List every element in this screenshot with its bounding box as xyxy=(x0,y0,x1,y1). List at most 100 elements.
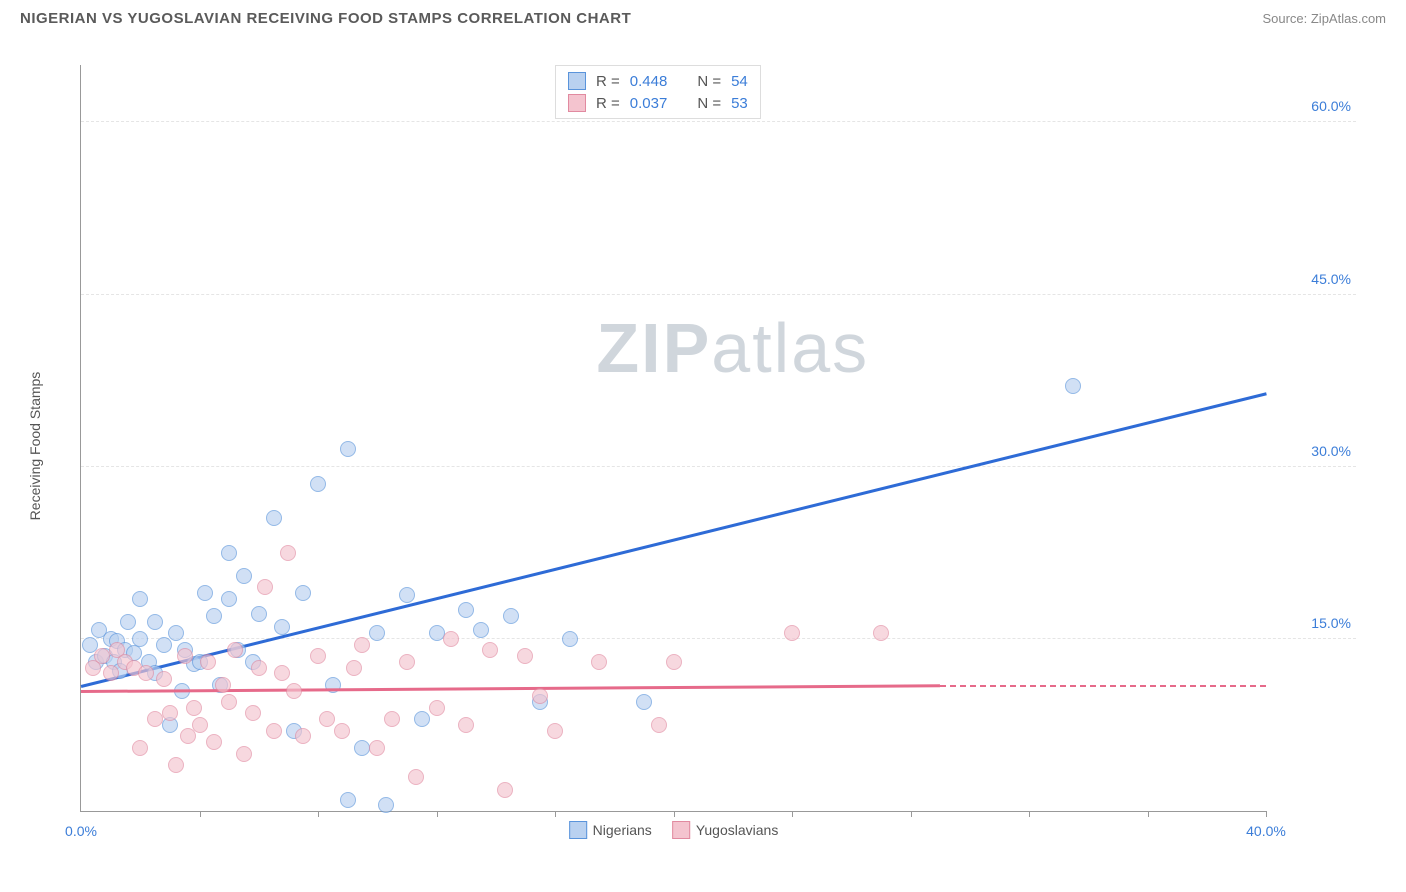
data-point xyxy=(221,591,237,607)
legend-label: Nigerians xyxy=(593,822,652,838)
data-point xyxy=(186,700,202,716)
trend-line-dash xyxy=(940,685,1266,687)
data-point xyxy=(221,545,237,561)
gridline xyxy=(81,294,1356,295)
data-point xyxy=(177,648,193,664)
data-point xyxy=(334,723,350,739)
x-tick-label: 40.0% xyxy=(1246,823,1286,839)
y-axis-label: Receiving Food Stamps xyxy=(27,372,43,521)
data-point xyxy=(482,642,498,658)
data-point xyxy=(443,631,459,647)
data-point xyxy=(384,711,400,727)
data-point xyxy=(156,671,172,687)
data-point xyxy=(138,665,154,681)
data-point xyxy=(310,648,326,664)
data-point xyxy=(458,602,474,618)
watermark: ZIPatlas xyxy=(596,308,869,388)
chart-header: NIGERIAN VS YUGOSLAVIAN RECEIVING FOOD S… xyxy=(0,0,1406,37)
stats-legend: R =0.448N =54R =0.037N =53 xyxy=(555,65,761,119)
data-point xyxy=(399,654,415,670)
r-label: R = xyxy=(596,73,620,90)
data-point xyxy=(227,642,243,658)
legend-swatch xyxy=(569,821,587,839)
y-tick-label: 60.0% xyxy=(1311,98,1351,114)
x-tick xyxy=(437,811,438,817)
x-tick xyxy=(1029,811,1030,817)
data-point xyxy=(274,619,290,635)
gridline xyxy=(81,121,1356,122)
data-point xyxy=(399,587,415,603)
legend-item: Nigerians xyxy=(569,821,652,839)
legend-swatch xyxy=(672,821,690,839)
chart-container: Receiving Food Stamps ZIPatlas R =0.448N… xyxy=(50,50,1356,842)
stats-row: R =0.448N =54 xyxy=(568,70,748,92)
r-label: R = xyxy=(596,95,620,112)
data-point xyxy=(414,711,430,727)
data-point xyxy=(251,660,267,676)
data-point xyxy=(562,631,578,647)
data-point xyxy=(295,728,311,744)
data-point xyxy=(236,746,252,762)
data-point xyxy=(473,622,489,638)
x-tick xyxy=(1148,811,1149,817)
n-value: 53 xyxy=(731,95,748,112)
data-point xyxy=(245,705,261,721)
n-value: 54 xyxy=(731,73,748,90)
data-point xyxy=(197,585,213,601)
plot-area: ZIPatlas R =0.448N =54R =0.037N =53 Nige… xyxy=(80,65,1266,812)
legend-swatch xyxy=(568,72,586,90)
source-label: Source: ZipAtlas.com xyxy=(1262,11,1386,26)
data-point xyxy=(103,665,119,681)
data-point xyxy=(378,797,394,813)
data-point xyxy=(369,625,385,641)
data-point xyxy=(132,631,148,647)
data-point xyxy=(319,711,335,727)
data-point xyxy=(215,677,231,693)
legend-swatch xyxy=(568,94,586,112)
data-point xyxy=(429,625,445,641)
data-point xyxy=(206,734,222,750)
x-tick xyxy=(674,811,675,817)
data-point xyxy=(784,625,800,641)
data-point xyxy=(636,694,652,710)
chart-title: NIGERIAN VS YUGOSLAVIAN RECEIVING FOOD S… xyxy=(20,10,631,27)
data-point xyxy=(429,700,445,716)
data-point xyxy=(274,665,290,681)
data-point xyxy=(94,648,110,664)
data-point xyxy=(340,441,356,457)
legend-label: Yugoslavians xyxy=(696,822,779,838)
data-point xyxy=(346,660,362,676)
data-point xyxy=(266,510,282,526)
series-legend: Nigerians Yugoslavians xyxy=(569,821,779,839)
legend-item: Yugoslavians xyxy=(672,821,779,839)
data-point xyxy=(354,637,370,653)
data-point xyxy=(369,740,385,756)
data-point xyxy=(200,654,216,670)
x-tick-label: 0.0% xyxy=(65,823,97,839)
data-point xyxy=(266,723,282,739)
data-point xyxy=(132,740,148,756)
trend-line xyxy=(81,685,940,693)
data-point xyxy=(280,545,296,561)
data-point xyxy=(168,757,184,773)
data-point xyxy=(236,568,252,584)
data-point xyxy=(651,717,667,733)
trend-line xyxy=(81,392,1267,687)
data-point xyxy=(120,614,136,630)
stats-row: R =0.037N =53 xyxy=(568,92,748,114)
n-label: N = xyxy=(697,95,721,112)
x-tick xyxy=(200,811,201,817)
y-tick-label: 30.0% xyxy=(1311,443,1351,459)
data-point xyxy=(192,717,208,733)
x-tick xyxy=(555,811,556,817)
data-point xyxy=(1065,378,1081,394)
y-tick-label: 45.0% xyxy=(1311,271,1351,287)
data-point xyxy=(147,614,163,630)
data-point xyxy=(666,654,682,670)
data-point xyxy=(503,608,519,624)
data-point xyxy=(354,740,370,756)
data-point xyxy=(532,688,548,704)
data-point xyxy=(251,606,267,622)
data-point xyxy=(873,625,889,641)
data-point xyxy=(340,792,356,808)
